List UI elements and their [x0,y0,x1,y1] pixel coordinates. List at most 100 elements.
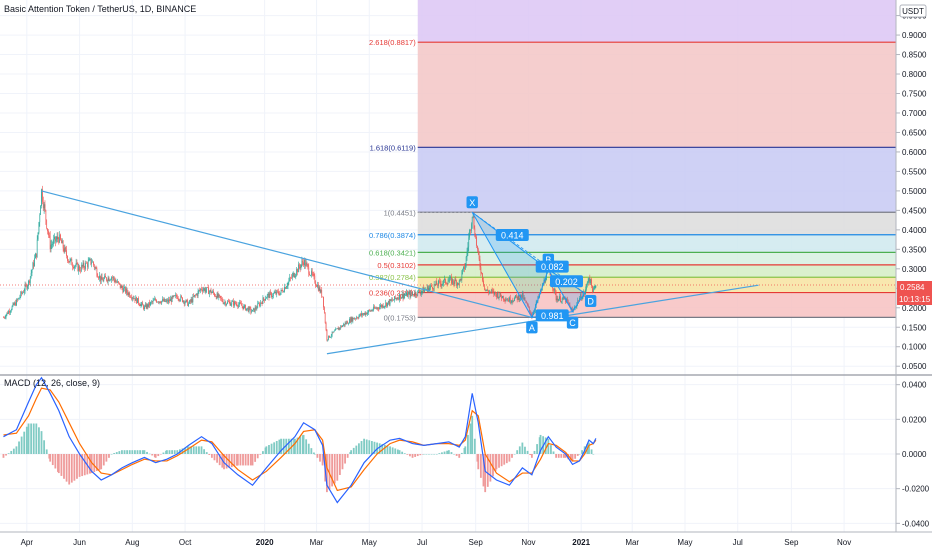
candle-body [417,290,419,296]
fib-zone [417,234,896,253]
candle-body [320,289,322,293]
candle-body [469,229,470,238]
macd-histogram-bar [373,441,376,454]
candle-body [258,303,259,305]
candle-body [80,270,81,272]
candle-body [139,304,141,306]
currency-badge[interactable]: USDT [899,4,927,18]
candle-body [475,236,477,238]
candle-body [5,314,7,318]
candle-body [353,317,355,320]
candle-body [271,292,272,297]
candle-body [235,303,237,305]
candle-body [301,261,303,265]
candle-body [407,292,408,297]
macd-histogram-bar [157,454,160,457]
candle-body [280,290,282,293]
candle-body [285,287,287,289]
candle-body [95,267,97,269]
macd-histogram-bar [564,454,567,458]
candle-body [577,300,579,304]
candle-body [131,297,133,299]
candle-body [338,327,340,330]
point-label-x-box [466,196,478,209]
candle-body [330,335,332,337]
candle-body [225,301,227,306]
candle-body [424,289,425,293]
candle-body [88,259,90,262]
candle-body [572,308,573,311]
macd-histogram-bar [438,453,441,454]
macd-histogram-bar [406,454,409,455]
macd-histogram-bar [508,454,511,462]
candle-body [385,302,387,306]
candle-body [463,266,464,270]
macd-histogram-bar [2,454,5,458]
macd-histogram-bar [154,454,157,458]
price-tick-label: 0.7500 [902,90,927,99]
fib-zone [417,147,896,213]
candle-body [419,290,420,293]
candle-body [351,317,353,322]
macd-histogram-bar [590,449,593,454]
candle-body [138,303,140,305]
candle-body [499,292,501,297]
candle-body [523,297,525,299]
candle-body [267,293,269,295]
macd-histogram-bar [200,446,203,454]
candle-body [477,245,478,250]
candle-body [545,280,547,282]
macd-histogram-bar [430,454,433,455]
candle-body [239,302,240,305]
macd-histogram-bar [205,452,208,454]
candle-body [416,295,418,296]
candle-body [151,301,152,303]
candle-body [174,295,176,297]
candle-body [164,299,166,302]
macd-histogram-bar [76,454,78,479]
macd-histogram-bar [168,450,171,454]
candle-body [317,284,318,287]
candle-body [435,281,437,285]
macd-histogram-bar [401,451,404,454]
macd-histogram-bar [569,454,572,461]
macd-histogram-bar [578,454,581,455]
candle-body [380,305,381,307]
fib-level-label: 2.618(0.8817) [369,38,416,47]
macd-histogram-bar [18,441,20,454]
candle-body [595,285,597,287]
macd-histogram-bar [70,454,73,483]
fibonacci-retracement[interactable]: 0(0.1753) 0.236(0.2390) 0.382(0.2784) 0.5(0… [369,0,896,322]
macd-histogram-bar [268,445,270,454]
candle-body [96,268,98,276]
candle-body [296,269,297,275]
macd-histogram-bar [526,450,529,454]
candle-body [558,299,560,302]
macd-histogram-bar [344,454,346,464]
candle-body [102,279,104,282]
macd-histogram-bar [151,454,154,456]
candle-body [66,250,67,256]
candle-body [387,302,388,307]
macd-histogram-bar [198,446,200,454]
harmonic-pattern[interactable]: X A B C D 0.414 0.082 0.202 0.981 [466,196,597,334]
candle-body [200,288,201,291]
candle-body [115,281,117,283]
candle-body [30,273,32,277]
macd-histogram-bar [213,454,216,461]
candle-body [522,293,523,298]
candle-body [419,292,421,294]
candle-body [263,297,265,300]
candle-body [491,290,493,291]
fib-zone [417,264,896,278]
candle-body [179,300,181,301]
candle-body [580,294,582,300]
candle-body [578,300,579,302]
candle-body [31,269,33,274]
candle-body [184,302,186,304]
candle-body [244,305,246,306]
candle-body [215,296,217,299]
candle-body [106,280,108,282]
candle-body [117,281,118,283]
